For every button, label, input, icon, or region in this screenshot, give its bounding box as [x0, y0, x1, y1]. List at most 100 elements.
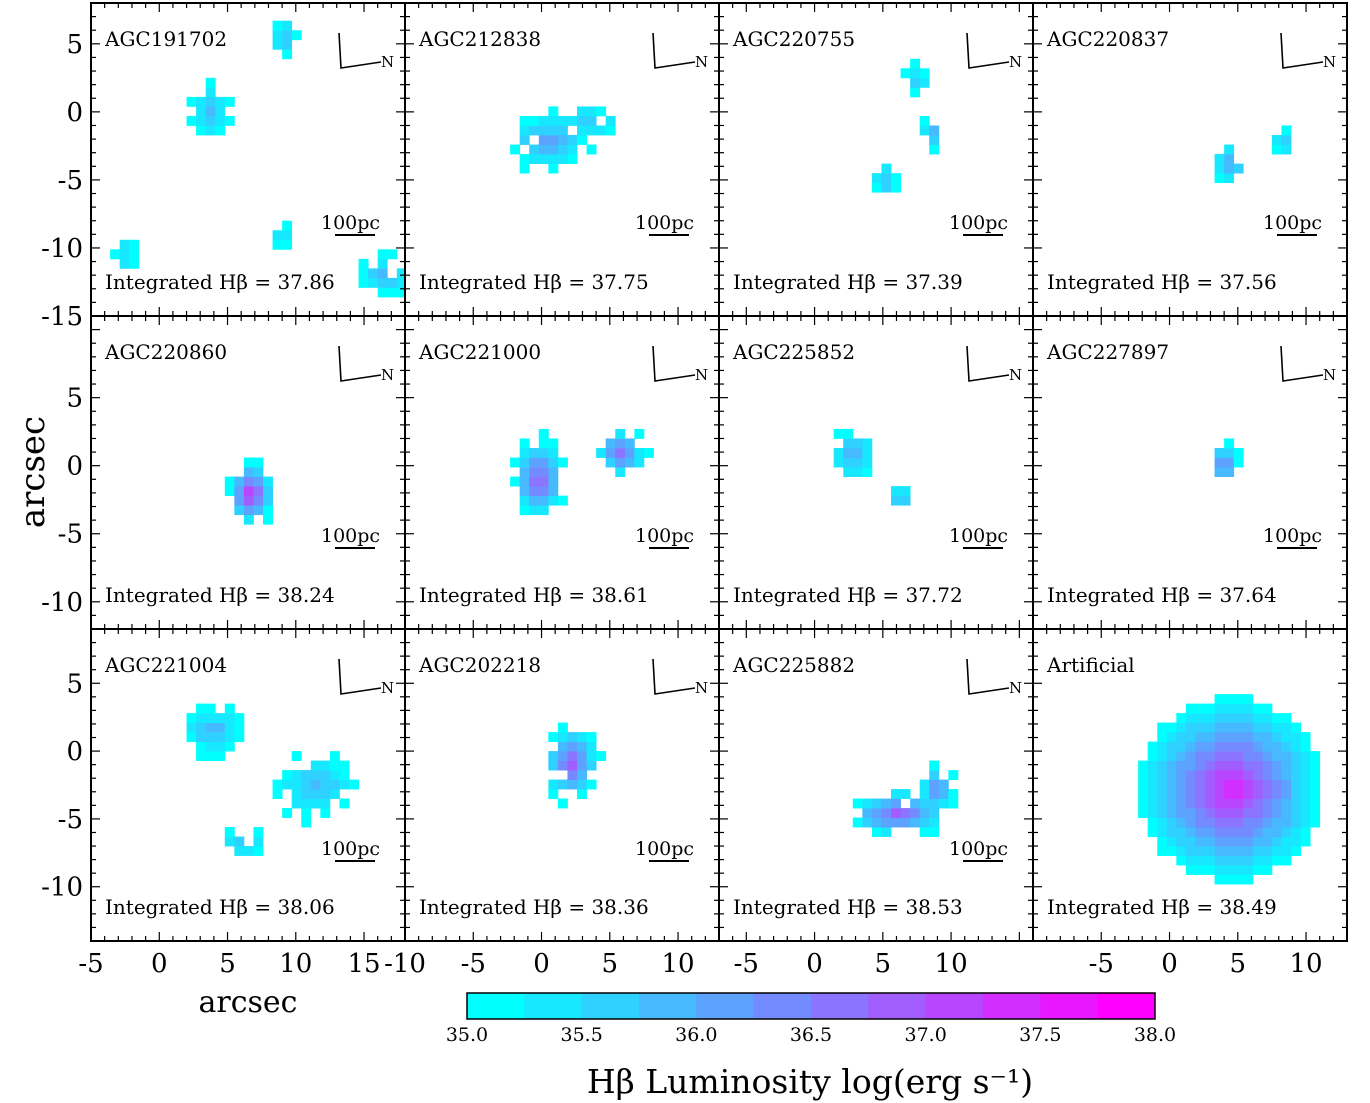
pixel [881, 182, 892, 193]
pixel [263, 514, 273, 525]
pixel [538, 476, 549, 487]
pixel [1233, 789, 1244, 799]
pixel [1271, 817, 1282, 828]
pixel [596, 448, 607, 458]
colorbar-tick-label: 37.0 [905, 1024, 947, 1046]
pixel [1205, 722, 1215, 733]
pixel [263, 495, 273, 506]
pixel [1176, 741, 1187, 752]
pixel [1224, 722, 1235, 733]
pixel [205, 125, 216, 136]
pixel [519, 154, 530, 164]
pixel [243, 457, 254, 468]
pixel [910, 58, 921, 69]
panel-AGC220860: AGC220860 Integrated Hβ = 38.24 100pc N [104, 340, 394, 607]
colorbar-label: Hβ Luminosity log(erg s⁻¹) [587, 1062, 1033, 1101]
pixel [253, 486, 264, 497]
pixel [1300, 760, 1311, 771]
pixel [129, 249, 140, 260]
pixel [1252, 741, 1263, 752]
colorbar-level [581, 993, 640, 1019]
pixel [1233, 836, 1244, 847]
integrated-hbeta: Integrated Hβ = 38.06 [105, 895, 335, 919]
pixel [881, 163, 892, 174]
pixel [1157, 770, 1168, 780]
pixel [1262, 713, 1273, 723]
pixel [1291, 722, 1301, 733]
scale-bar-label: 100pc [321, 838, 380, 860]
pixel [1262, 703, 1273, 714]
pixel [1262, 770, 1273, 780]
pixel [519, 438, 530, 449]
pixel [1300, 836, 1311, 847]
pixel [1262, 836, 1273, 847]
pixel [377, 268, 388, 279]
pixel [1291, 817, 1301, 828]
colorbar-level [983, 993, 1041, 1019]
pixel [215, 125, 226, 136]
pixel [852, 817, 863, 828]
y-tick-label: -10 [41, 234, 83, 264]
pixel [1300, 779, 1311, 790]
pixel [605, 448, 616, 458]
pixel [1262, 760, 1273, 771]
pixel [186, 732, 197, 742]
compass [652, 32, 696, 69]
pixel [253, 467, 264, 477]
pixel [301, 808, 312, 818]
pixel [881, 808, 892, 818]
pixel [1195, 732, 1206, 742]
pixel [910, 68, 921, 79]
pixel [1157, 760, 1168, 771]
pixel [1195, 836, 1206, 847]
pixel [910, 817, 921, 828]
pixel [548, 163, 559, 174]
pixel [1185, 865, 1196, 875]
pixel [862, 448, 873, 458]
pixel [1233, 694, 1244, 705]
pixel [881, 173, 892, 184]
pixel [833, 457, 844, 468]
pixel [1195, 846, 1206, 856]
pixel [282, 230, 293, 241]
pixel [1271, 827, 1282, 837]
pixel [900, 817, 911, 828]
pixel [529, 448, 540, 458]
pixel [1281, 770, 1292, 780]
pixel [548, 135, 559, 145]
pixel [1233, 457, 1244, 468]
panel-Artificial: Artificial Integrated Hβ = 38.49 [1046, 653, 1321, 919]
pixel [529, 486, 540, 497]
pixel [1271, 722, 1282, 733]
pixel [1281, 760, 1292, 771]
pixel [1214, 713, 1225, 723]
pixel [234, 476, 245, 487]
pixel [596, 125, 607, 136]
pixel [1291, 798, 1301, 809]
pixel [1271, 713, 1282, 723]
pixel [1300, 732, 1311, 742]
pixel [1147, 779, 1158, 790]
pixel [843, 438, 854, 449]
x-tick-label: 0 [806, 949, 823, 979]
pixel [1233, 817, 1244, 828]
pixel [1214, 779, 1225, 790]
colorbar-tick-label: 36.5 [790, 1024, 832, 1046]
compass-north-label: N [1009, 679, 1022, 697]
pixel [1214, 760, 1225, 771]
pixel [1205, 770, 1215, 780]
pixel [1176, 836, 1187, 847]
pixel [538, 115, 549, 126]
pixel [1243, 865, 1254, 875]
pixel [272, 20, 283, 31]
pixel [1252, 817, 1263, 828]
pixel [929, 144, 940, 155]
pixel [196, 125, 207, 136]
pixel [358, 268, 369, 279]
compass-north-label: N [381, 679, 394, 697]
pixel [586, 115, 597, 126]
pixel [567, 779, 578, 790]
pixel [1243, 713, 1254, 723]
pixel [605, 457, 616, 468]
y-tick-label: 0 [66, 737, 83, 767]
